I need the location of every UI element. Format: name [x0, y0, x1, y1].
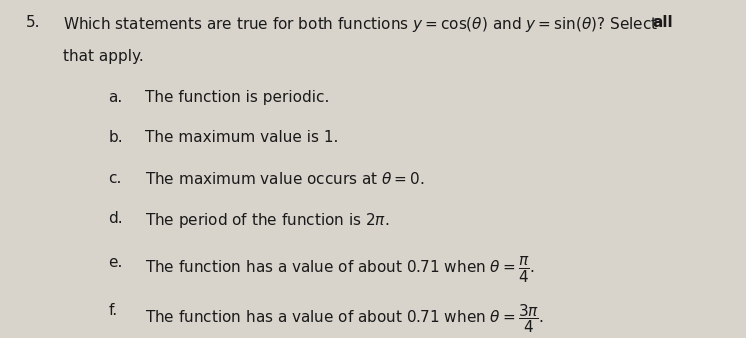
- Text: e.: e.: [108, 255, 122, 270]
- Text: f.: f.: [108, 303, 117, 317]
- Text: The period of the function is $2\pi$.: The period of the function is $2\pi$.: [145, 211, 390, 230]
- Text: The maximum value occurs at $\theta = 0$.: The maximum value occurs at $\theta = 0$…: [145, 171, 425, 187]
- Text: d.: d.: [108, 211, 123, 226]
- Text: that apply.: that apply.: [63, 49, 144, 64]
- Text: all: all: [653, 15, 674, 30]
- Text: 5.: 5.: [26, 15, 40, 30]
- Text: The function has a value of about 0.71 when $\theta = \dfrac{\pi}{4}$.: The function has a value of about 0.71 w…: [145, 255, 536, 285]
- Text: b.: b.: [108, 130, 123, 145]
- Text: Which statements are true for both functions $y = \cos(\theta)$ and $y = \sin(\t: Which statements are true for both funct…: [63, 15, 659, 34]
- Text: The maximum value is 1.: The maximum value is 1.: [145, 130, 339, 145]
- Text: c.: c.: [108, 171, 122, 186]
- Text: The function is periodic.: The function is periodic.: [145, 90, 330, 104]
- Text: a.: a.: [108, 90, 122, 104]
- Text: The function has a value of about 0.71 when $\theta = \dfrac{3\pi}{4}$.: The function has a value of about 0.71 w…: [145, 303, 545, 335]
